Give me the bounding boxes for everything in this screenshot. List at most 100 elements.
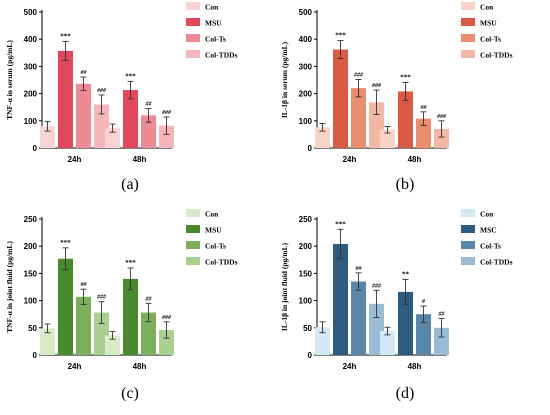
bar — [141, 115, 156, 148]
legend-swatch — [461, 225, 475, 233]
chart-b: 0 100 200 300 400 500 IL-1β in serum (pg/mL) **… — [280, 2, 513, 164]
legend-swatch — [461, 18, 475, 26]
bar — [333, 49, 348, 149]
bar — [398, 91, 413, 148]
panel-label: (b) — [395, 176, 415, 193]
legend-label: MSU — [205, 19, 222, 28]
significance-label: *** — [125, 259, 136, 267]
bar — [76, 83, 91, 148]
legend-label: Con — [480, 3, 494, 12]
y-tick-label: 0 — [308, 144, 313, 153]
y-tick-label: 0 — [308, 351, 313, 360]
significance-label: ## — [80, 70, 88, 76]
x-tick-label: 48h — [408, 155, 422, 164]
significance-label: *** — [60, 239, 71, 247]
bar — [40, 328, 55, 355]
bar — [434, 128, 449, 148]
y-tick-label: 150 — [24, 269, 38, 278]
panel-label: (c) — [121, 385, 139, 402]
legend-swatch — [461, 241, 475, 249]
bar — [105, 335, 120, 355]
bar — [315, 327, 330, 355]
chart-d: 0 50 100 150 200 250 IL-1β in joint fluid (pg/… — [280, 209, 513, 371]
bar — [159, 125, 174, 148]
y-axis-label: TNF-α in joint fluid (pg/mL) — [5, 241, 14, 333]
legend-swatch — [186, 18, 200, 26]
y-axis-label: IL-1β in serum (pg/mL) — [280, 41, 289, 118]
legend-label: MSU — [480, 19, 497, 28]
significance-label: ## — [438, 312, 446, 318]
significance-label: ### — [161, 315, 172, 321]
x-tick-label: 48h — [408, 362, 422, 371]
legend-swatch — [186, 209, 200, 217]
significance-label: ## — [145, 296, 153, 302]
panel-d: 0 50 100 150 200 250 IL-1β in joint fluid (pg/… — [275, 207, 550, 414]
y-tick-label: 100 — [24, 117, 38, 126]
legend-label: MSC — [480, 226, 497, 235]
y-tick-label: 100 — [299, 117, 313, 126]
bar — [123, 278, 138, 355]
y-tick-label: 100 — [24, 297, 38, 306]
x-tick-label: 24h — [68, 155, 82, 164]
significance-label: ## — [420, 105, 428, 111]
significance-label: ### — [96, 295, 107, 301]
legend-label: Col-Ts — [480, 35, 501, 44]
panel-c: 0 50 100 150 200 250 TNF-α in joint fluid (pg/… — [0, 207, 275, 414]
significance-label: ## — [355, 266, 363, 272]
x-tick-label: 48h — [133, 155, 147, 164]
legend-label: Col-TDDs — [480, 51, 513, 60]
legend-swatch — [461, 2, 475, 10]
legend-label: Col-TDDs — [480, 258, 513, 267]
significance-label: ## — [80, 282, 88, 288]
bar — [76, 296, 91, 355]
y-tick-label: 200 — [299, 90, 313, 99]
legend-swatch — [461, 34, 475, 42]
significance-label: *** — [125, 72, 136, 80]
x-tick-label: 24h — [343, 155, 357, 164]
y-tick-label: 400 — [24, 35, 38, 44]
significance-label: *** — [335, 32, 346, 40]
legend-label: Con — [205, 210, 219, 219]
legend-swatch — [461, 257, 475, 265]
panel-label: (d) — [395, 385, 415, 402]
y-tick-label: 300 — [24, 62, 38, 71]
bar — [123, 90, 138, 148]
panel-b: 0 100 200 300 400 500 IL-1β in serum (pg/mL) **… — [275, 0, 550, 207]
legend-swatch — [186, 241, 200, 249]
significance-label: ### — [436, 114, 447, 120]
significance-label: # — [421, 299, 426, 305]
bar — [105, 128, 120, 148]
x-tick-label: 48h — [133, 362, 147, 371]
x-tick-label: 24h — [343, 362, 357, 371]
legend-swatch — [186, 50, 200, 58]
legend-label: Con — [480, 210, 494, 219]
y-tick-label: 300 — [299, 62, 313, 71]
y-tick-label: 50 — [303, 324, 312, 333]
bar — [380, 331, 395, 355]
bar — [141, 312, 156, 355]
significance-label: *** — [60, 32, 71, 40]
y-tick-label: 150 — [299, 269, 313, 278]
panel-label: (a) — [121, 176, 139, 193]
legend-swatch — [186, 34, 200, 42]
legend-label: MSU — [205, 226, 222, 235]
bar — [416, 118, 431, 148]
y-tick-label: 500 — [299, 8, 313, 17]
x-tick-label: 24h — [68, 362, 82, 371]
legend-label: Col-TDDs — [205, 258, 238, 267]
significance-label: ### — [371, 83, 382, 89]
chart-c: 0 50 100 150 200 250 TNF-α in joint fluid (pg/… — [5, 209, 238, 371]
bar — [159, 329, 174, 355]
legend-swatch — [186, 257, 200, 265]
y-tick-label: 250 — [24, 215, 38, 224]
legend-label: Col-Ts — [205, 242, 226, 251]
significance-label: ### — [96, 88, 107, 94]
bar — [434, 327, 449, 355]
bar — [315, 127, 330, 148]
significance-label: ** — [402, 270, 410, 278]
y-axis-label: TNF-α in serum (pg/mL) — [5, 40, 14, 120]
bar — [351, 281, 366, 355]
chart-a: 0 100 200 300 400 500 TNF-α in serum (pg/mL) **… — [5, 2, 238, 164]
y-tick-label: 250 — [299, 215, 313, 224]
